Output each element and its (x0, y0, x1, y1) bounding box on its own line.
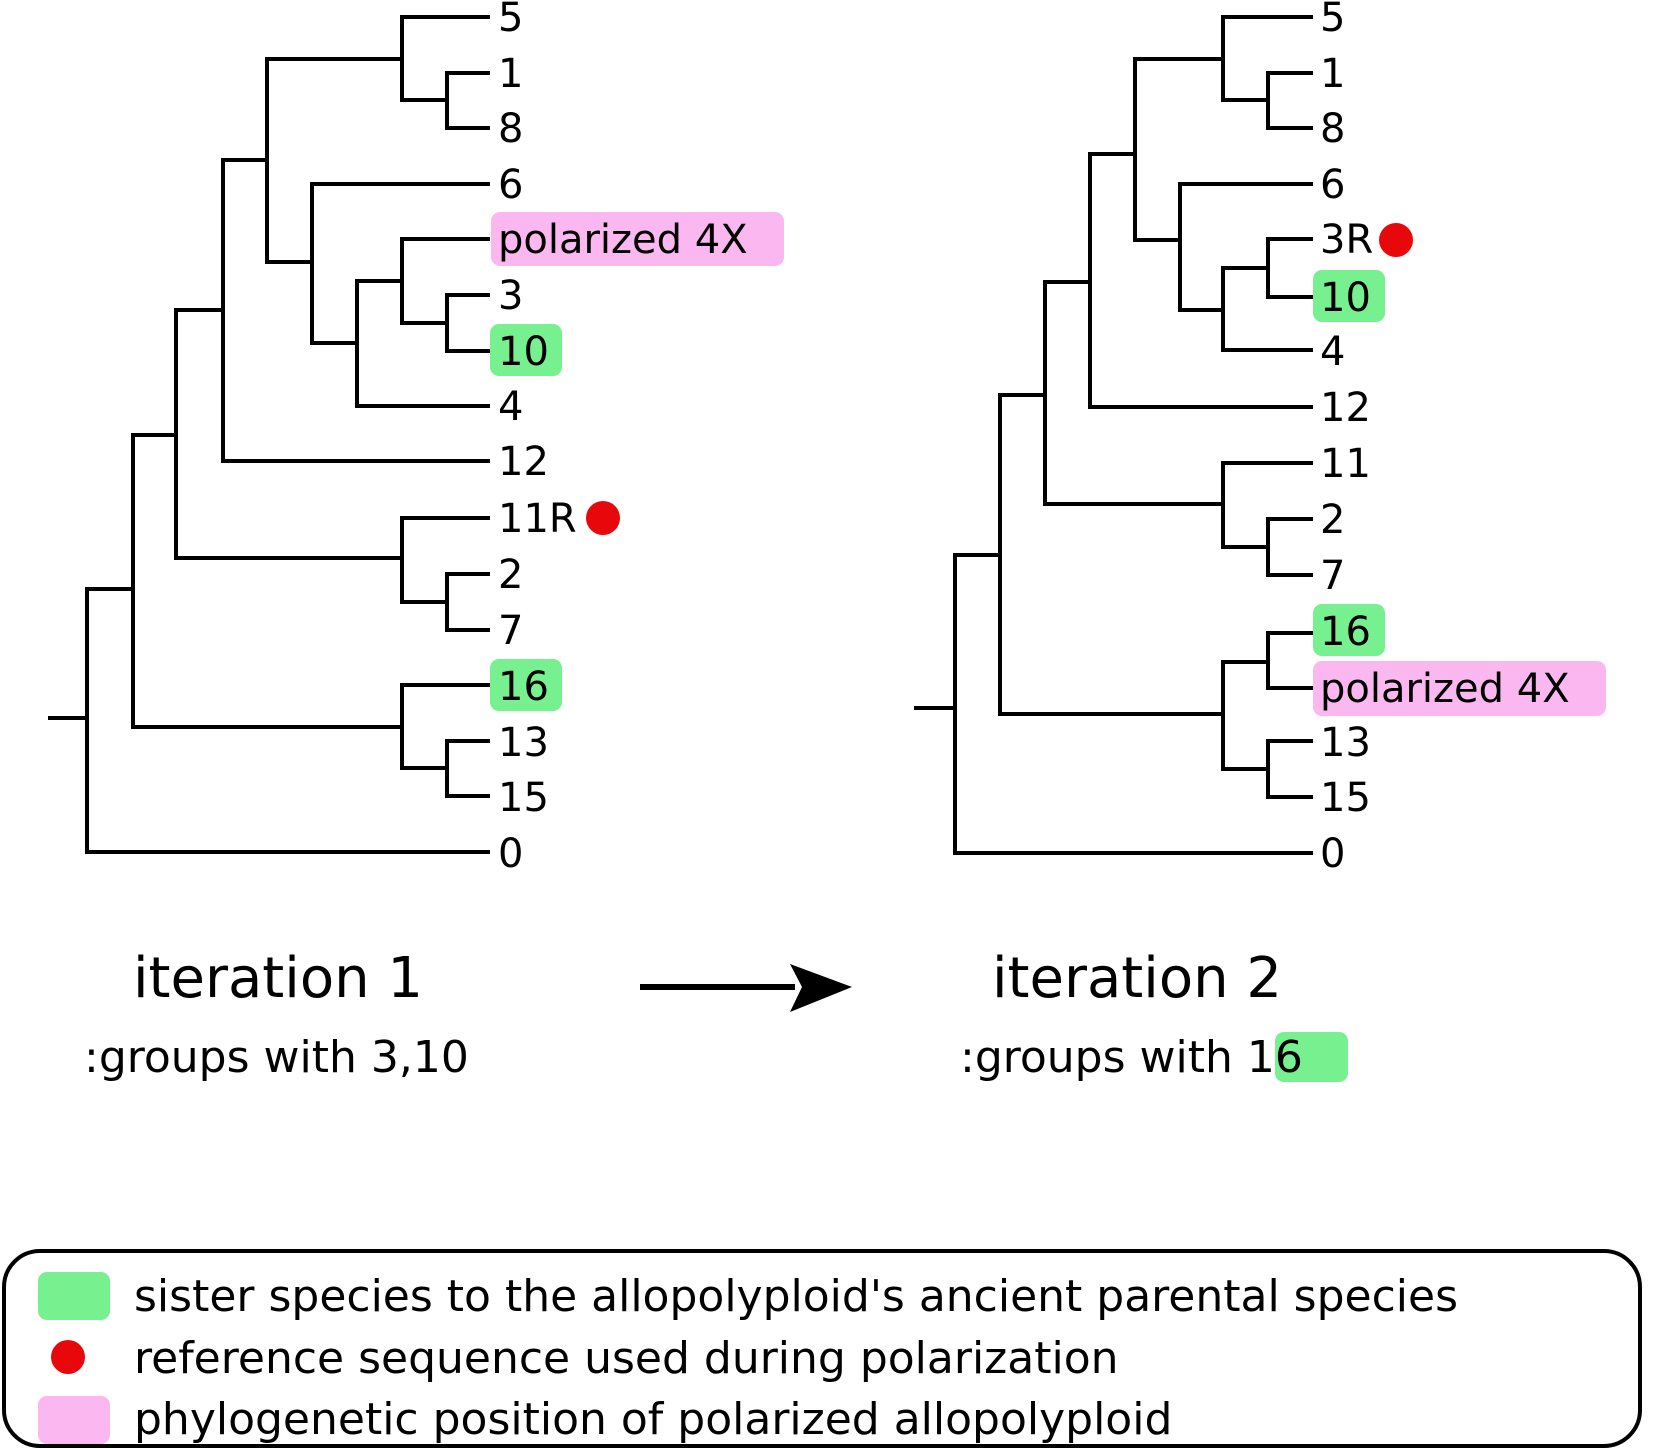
leaf-label: polarized 4X (498, 217, 748, 263)
leaf-label: 2 (1320, 497, 1345, 543)
leaf-label: 10 (1320, 275, 1371, 321)
tree2-leaf-12: 12 (1320, 385, 1371, 431)
leaf-label: 11 (1320, 441, 1371, 487)
tree2-leaf-polarized: polarized 4X (1313, 661, 1606, 716)
leaf-label: 0 (498, 831, 523, 877)
tree2-branches (914, 15, 1313, 855)
tree2-caption-subtitle: :groups with 16 (960, 1032, 1303, 1083)
tree2-leaf-11: 11 (1320, 441, 1371, 487)
leaf-label: 12 (1320, 385, 1371, 431)
leaf-label: 12 (498, 439, 549, 485)
tree-iteration-1: 5 1 8 6 polarized 4X 3 10 4 12 11R (48, 0, 784, 1083)
leaf-label: 2 (498, 552, 523, 598)
sister-highlight-box (490, 659, 562, 711)
leaf-label: 11R (498, 496, 577, 542)
sister-highlight-box (490, 324, 562, 376)
reference-dot-icon (586, 501, 620, 535)
leaf-label: 3 (498, 273, 523, 319)
leaf-label: 4 (1320, 329, 1345, 375)
tree2-leaf-2: 2 (1320, 497, 1345, 543)
tree1-leaf-11R: 11R (498, 496, 620, 542)
leaf-label: 3R (1320, 217, 1373, 263)
leaf-label: 10 (498, 329, 549, 375)
leaf-label: 16 (498, 664, 549, 710)
leaf-label: 1 (498, 51, 523, 97)
tree2-leaf-0: 0 (1320, 831, 1345, 877)
tree2-leaf-13: 13 (1320, 720, 1371, 766)
tree1-branches (48, 15, 490, 854)
legend: sister species to the allopolyploid's an… (2, 1249, 1642, 1448)
tree1-leaf-16: 16 (490, 659, 562, 711)
leaf-label: 15 (498, 775, 549, 821)
tree2-leaf-8: 8 (1320, 106, 1345, 152)
leaf-label: 8 (498, 106, 523, 152)
sister-highlight-box (1313, 270, 1385, 322)
iteration-arrow (640, 964, 852, 1012)
leaf-label: 5 (1320, 0, 1345, 41)
legend-item-reference: reference sequence used during polarizat… (51, 1333, 1119, 1384)
leaf-label: 16 (1320, 609, 1371, 655)
tree2-leaf-15: 15 (1320, 775, 1371, 821)
red-dot-icon (51, 1340, 85, 1374)
legend-item-label: phylogenetic position of polarized allop… (134, 1394, 1172, 1445)
leaf-label: 8 (1320, 106, 1345, 152)
caption-prefix: :groups with (960, 1032, 1247, 1083)
tree1-leaf-6: 6 (498, 162, 523, 208)
polarized-highlight-box (491, 212, 784, 266)
caption-highlight-value: 16 (1247, 1032, 1303, 1083)
leaf-label: 6 (1320, 162, 1345, 208)
legend-item-label: reference sequence used during polarizat… (134, 1333, 1119, 1384)
arrow-head-icon (790, 964, 852, 1012)
polarized-highlight-box (1313, 661, 1606, 716)
tree2-leaf-1: 1 (1320, 51, 1345, 97)
tree1-leaf-0: 0 (498, 831, 523, 877)
leaf-label: 7 (1320, 553, 1345, 599)
tree2-leaf-6: 6 (1320, 162, 1345, 208)
tree1-leaf-7: 7 (498, 608, 523, 654)
leaf-label: 13 (498, 720, 549, 766)
pink-box-icon (38, 1396, 110, 1444)
leaf-label: 5 (498, 0, 523, 41)
tree1-leaf-1: 1 (498, 51, 523, 97)
tree2-leaf-4: 4 (1320, 329, 1345, 375)
tree1-caption-subtitle: :groups with 3,10 (84, 1032, 469, 1083)
tree1-leaf-2: 2 (498, 552, 523, 598)
tree1-leaf-13: 13 (498, 720, 549, 766)
legend-frame (2, 1249, 1642, 1448)
tree2-leaf-10: 10 (1313, 270, 1385, 322)
legend-item-sister: sister species to the allopolyploid's an… (38, 1271, 1458, 1322)
sister-highlight-box (1313, 604, 1385, 656)
leaf-label: 13 (1320, 720, 1371, 766)
sister-highlight-box (1275, 1032, 1348, 1082)
tree1-leaf-8: 8 (498, 106, 523, 152)
tree1-leaf-12: 12 (498, 439, 549, 485)
tree2-leaf-7: 7 (1320, 553, 1345, 599)
leaf-label: polarized 4X (1320, 666, 1570, 712)
leaf-label: 15 (1320, 775, 1371, 821)
green-box-icon (38, 1272, 110, 1320)
leaf-label: 7 (498, 608, 523, 654)
reference-dot-icon (1379, 223, 1413, 257)
legend-item-label: sister species to the allopolyploid's an… (134, 1271, 1458, 1322)
tree1-leaf-5: 5 (498, 0, 523, 41)
tree1-leaf-3: 3 (498, 273, 523, 319)
tree-iteration-2: 5 1 8 6 3R 10 4 12 11 2 7 (914, 0, 1606, 1083)
leaf-label: 4 (498, 384, 523, 430)
legend-item-polarized: phylogenetic position of polarized allop… (38, 1394, 1172, 1445)
tree1-leaf-4: 4 (498, 384, 523, 430)
leaf-label: 0 (1320, 831, 1345, 877)
leaf-label: 6 (498, 162, 523, 208)
tree2-leaf-3R: 3R (1320, 217, 1413, 263)
tree2-leaf-16: 16 (1313, 604, 1385, 656)
leaf-label: 1 (1320, 51, 1345, 97)
tree1-leaf-10: 10 (490, 324, 562, 376)
tree1-leaf-polarized: polarized 4X (491, 212, 784, 266)
tree1-leaf-15: 15 (498, 775, 549, 821)
tree2-leaf-5: 5 (1320, 0, 1345, 41)
tree2-caption-title: iteration 2 (992, 946, 1282, 1011)
tree1-caption-title: iteration 1 (133, 946, 423, 1011)
